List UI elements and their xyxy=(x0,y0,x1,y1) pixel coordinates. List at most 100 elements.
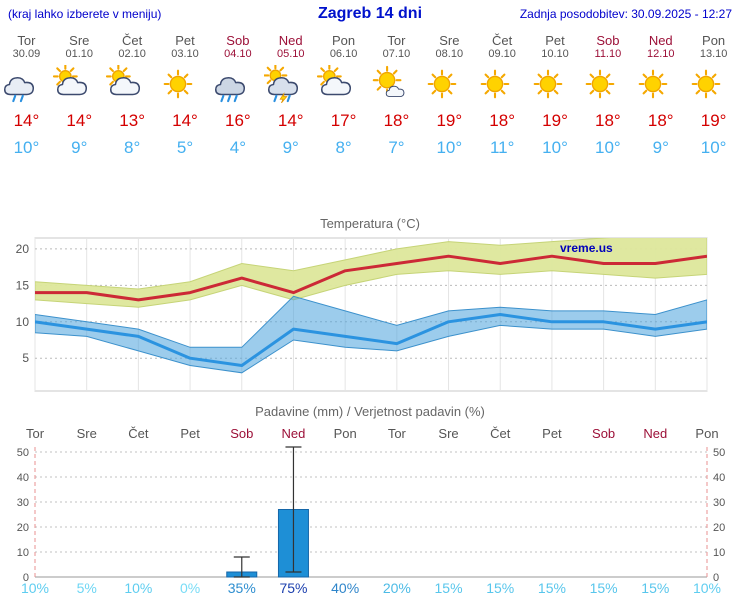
precipitation-chart: Tor Sre Čet Pet Sob Ned Pon Tor Sre Čet Pet Sob Ned P… xyxy=(17,426,726,596)
day-column-čet-02.10[interactable]: Čet 02.10 13° 8° xyxy=(105,28,159,174)
precip-y-axis-label-left: 10 xyxy=(17,547,29,559)
day-date: 08.10 xyxy=(435,48,464,60)
precip-y-axis-label-right: 50 xyxy=(713,447,725,459)
day-column-pon-13.10[interactable]: Pon 13.10 19° 10° xyxy=(687,28,740,174)
day-column-sre-08.10[interactable]: Sre 08.10 19° 10° xyxy=(423,28,476,174)
precip-probability-label: 5% xyxy=(77,580,97,596)
page-header: (kraj lahko izberete v meniju) Zagreb 14… xyxy=(0,0,740,28)
day-column-čet-09.10[interactable]: Čet 09.10 18° 11° xyxy=(476,28,529,174)
precip-y-axis-label-left: 50 xyxy=(17,447,29,459)
day-column-sre-01.10[interactable]: Sre 01.10 14° 9° xyxy=(52,28,106,174)
day-column-sob-11.10[interactable]: Sob 11.10 18° 10° xyxy=(581,28,634,174)
precip-day-label: Sob xyxy=(230,426,253,441)
precip-y-axis-label-left: 0 xyxy=(23,572,29,584)
last-update-text: Zadnja posodobitev: 30.09.2025 - 12:27 xyxy=(519,7,732,21)
low-temp: 9° xyxy=(652,138,669,157)
precip-y-axis-label-right: 40 xyxy=(713,472,725,484)
temp-y-axis-label: 20 xyxy=(16,242,30,256)
day-name: Pet xyxy=(175,33,195,48)
sun-cloud-icon xyxy=(317,65,370,109)
day-date: 03.10 xyxy=(171,48,199,60)
precip-probability-label: 0% xyxy=(180,580,200,596)
low-temp: 10° xyxy=(436,138,463,157)
low-temp: 10° xyxy=(595,138,621,157)
day-column-sob-04.10[interactable]: Sob 04.10 16° 4° xyxy=(211,28,264,174)
day-date: 01.10 xyxy=(65,48,94,60)
precip-y-axis-label-left: 20 xyxy=(17,522,29,534)
precip-probability-label: 35% xyxy=(228,580,256,596)
day-column-ned-12.10[interactable]: Ned 12.10 18° 9° xyxy=(634,28,687,174)
temp-y-axis-label: 10 xyxy=(16,315,30,329)
high-temp: 18° xyxy=(489,111,516,130)
high-temp: 19° xyxy=(700,111,727,130)
precip-day-label: Tor xyxy=(26,426,45,441)
precip-day-label: Pon xyxy=(695,426,718,441)
precip-probability-label: 10% xyxy=(124,580,152,596)
day-date: 12.10 xyxy=(646,48,675,60)
min-temp-line xyxy=(35,313,707,367)
day-date: 11.10 xyxy=(594,48,622,60)
precip-day-label: Sre xyxy=(438,426,458,441)
day-date: 06.10 xyxy=(329,48,358,60)
sun-icon xyxy=(159,65,212,109)
location-menu-note: (kraj lahko izberete v meniju) xyxy=(8,7,162,21)
precip-probability-label: 20% xyxy=(383,580,411,596)
day-name: Sob xyxy=(596,33,620,48)
day-column-pon-06.10[interactable]: Pon 06.10 17° 8° xyxy=(317,28,370,174)
heavy-rain-icon xyxy=(211,65,264,109)
precip-day-label: Pon xyxy=(334,426,357,441)
precip-probability-label: 15% xyxy=(590,580,618,596)
day-date: 13.10 xyxy=(699,48,728,60)
day-column-tor-30.09[interactable]: Tor 30.09 14° 10° xyxy=(0,28,53,174)
high-temp: 14° xyxy=(66,111,93,130)
sun-icon xyxy=(634,65,687,109)
low-temp: 9° xyxy=(71,138,88,157)
sun-icon xyxy=(581,65,634,109)
precip-probability-label: 15% xyxy=(486,580,514,596)
day-name: Čet xyxy=(492,33,513,48)
high-temp: 13° xyxy=(119,111,145,130)
precip-day-label: Pet xyxy=(542,426,562,441)
daily-forecast-strip: Tor 30.09 14° 10° Sre 01.10 14° 9° Čet 02.10 13° 8°… xyxy=(0,28,740,174)
day-name: Pet xyxy=(545,33,565,48)
watermark-link[interactable]: vreme.us xyxy=(560,241,613,255)
precip-day-label: Čet xyxy=(490,426,511,441)
day-column-ned-05.10[interactable]: Ned 05.10 14° 9° xyxy=(264,28,317,174)
precip-y-axis-label-left: 30 xyxy=(17,497,29,509)
high-temp: 16° xyxy=(225,111,251,130)
precip-day-label: Tor xyxy=(388,426,407,441)
precip-probability-label: 15% xyxy=(641,580,669,596)
precip-y-axis-label-right: 10 xyxy=(713,547,725,559)
sun-icon xyxy=(423,65,476,109)
precip-day-label: Čet xyxy=(128,426,149,441)
day-name: Pon xyxy=(702,33,726,48)
precip-probability-label: 40% xyxy=(331,580,359,596)
day-column-tor-07.10[interactable]: Tor 07.10 18° 7° xyxy=(370,28,423,174)
precip-probability-label: 10% xyxy=(693,580,721,596)
low-temp: 7° xyxy=(388,138,405,157)
high-temp: 14° xyxy=(13,111,40,130)
precip-day-label: Ned xyxy=(643,426,667,441)
sun-cloud-icon xyxy=(105,65,159,109)
day-name: Sob xyxy=(226,33,250,48)
sun-icon xyxy=(529,65,582,109)
low-temp: 10° xyxy=(542,138,568,157)
day-name: Tor xyxy=(387,33,406,48)
storm-icon xyxy=(264,65,317,109)
precip-day-label: Pet xyxy=(180,426,200,441)
high-temp: 18° xyxy=(383,111,410,130)
low-temp: 10° xyxy=(13,138,40,157)
day-date: 07.10 xyxy=(382,48,411,60)
precip-day-label: Ned xyxy=(282,426,306,441)
page-title: Zagreb 14 dni xyxy=(317,5,423,22)
day-column-pet-10.10[interactable]: Pet 10.10 19° 10° xyxy=(529,28,582,174)
sun-icon xyxy=(476,65,529,109)
day-column-pet-03.10[interactable]: Pet 03.10 14° 5° xyxy=(159,28,212,174)
cloud-rain-icon xyxy=(0,65,53,109)
high-temp: 17° xyxy=(330,111,357,130)
low-temp: 4° xyxy=(229,138,246,157)
day-name: Pon xyxy=(332,33,356,48)
low-temp: 8° xyxy=(124,138,141,157)
temp-y-axis-label: 15 xyxy=(16,278,30,292)
low-temp: 10° xyxy=(700,138,727,157)
